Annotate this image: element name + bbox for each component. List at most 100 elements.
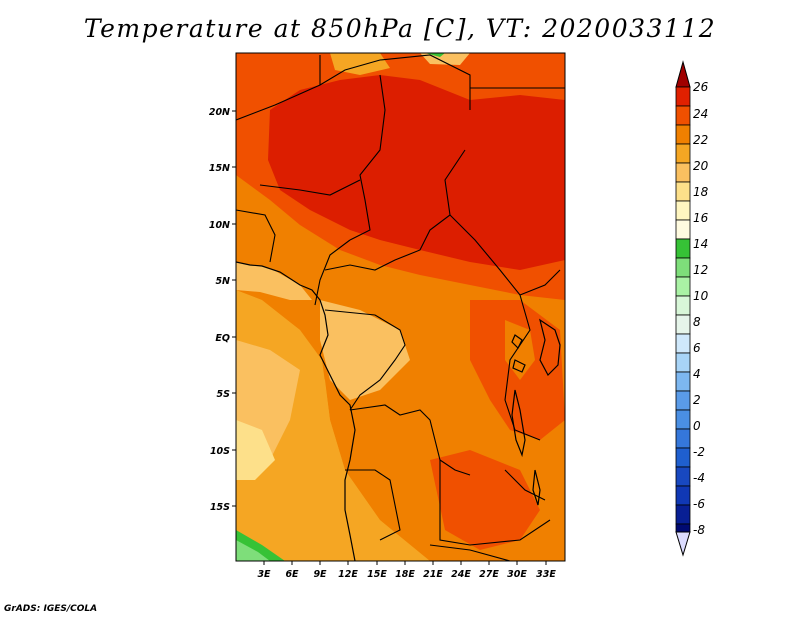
colorbar-swatch — [675, 200, 691, 221]
lake-victoria — [539, 318, 561, 376]
field-lakes — [505, 320, 535, 380]
colorbar-swatch — [675, 162, 691, 183]
colorbar-swatch — [675, 257, 691, 278]
colorbar-label: 16 — [693, 211, 709, 225]
lat-tick-label: 10N — [209, 220, 230, 231]
colorbar-label: 20 — [693, 159, 709, 173]
colorbar-swatch — [675, 105, 691, 126]
lat-tick-label: 20N — [209, 107, 230, 118]
colorbar-label: -4 — [693, 471, 705, 485]
field-10-12-corner — [236, 540, 270, 561]
colorbar-swatch — [675, 143, 691, 164]
lat-tick-label: 15S — [210, 502, 230, 513]
colorbar: 26 24 22 20 18 16 14 12 10 8 6 4 2 0 -2 … — [675, 60, 709, 557]
colorbar-label: 8 — [693, 315, 701, 329]
colorbar-label: -6 — [693, 497, 705, 511]
colorbar-swatch — [675, 390, 691, 411]
chart-title: Temperature at 850hPa [C], VT: 202003311… — [83, 14, 717, 43]
border-drc-east — [504, 294, 541, 441]
colorbar-label: 10 — [693, 289, 709, 303]
lon-tick-label: 21E — [423, 569, 443, 580]
lat-tick-label: 15N — [209, 163, 230, 174]
grads-credit: GrADS: IGES/COLA — [4, 604, 98, 614]
field-22-24-south — [430, 450, 540, 550]
colorbar-swatch — [675, 371, 691, 392]
temperature-field — [236, 53, 565, 561]
lon-tick-label: 12E — [338, 569, 358, 580]
border-zambia — [439, 460, 551, 546]
colorbar-swatch — [675, 352, 691, 373]
colorbar-top-arrow — [675, 60, 691, 88]
lake-albert — [511, 334, 523, 350]
border-angola-south — [345, 469, 401, 541]
colorbar-swatch — [675, 333, 691, 354]
border-cameroon — [314, 239, 351, 306]
field-16-18-congo — [320, 300, 410, 400]
coastlines — [236, 261, 561, 561]
border-chad-west — [349, 74, 386, 241]
colorbar-label: 12 — [693, 263, 708, 277]
lon-tick-label: 18E — [395, 569, 415, 580]
field-14-16-ocean — [236, 420, 275, 480]
border-car-north — [324, 149, 466, 271]
colorbar-label: -2 — [693, 445, 705, 459]
field-12-14-north — [425, 53, 445, 57]
lat-tick-label: EQ — [215, 333, 230, 344]
country-borders — [236, 54, 565, 561]
colorbar-bottom-arrow — [675, 531, 691, 557]
colorbar-swatch — [675, 504, 691, 525]
map-frame — [235, 52, 566, 562]
colorbar-swatch — [675, 409, 691, 430]
colorbar-swatch — [675, 219, 691, 240]
colorbar-swatch — [675, 485, 691, 506]
border-nigeria-north — [259, 179, 361, 196]
colorbar-swatch — [675, 466, 691, 487]
lon-tick-label: 24E — [451, 569, 471, 580]
lake-malawi — [532, 469, 541, 506]
lon-tick-label: 33E — [536, 569, 556, 580]
colorbar-label: 0 — [693, 419, 701, 433]
colorbar-swatch — [675, 86, 691, 107]
colorbar-label: 14 — [693, 237, 708, 251]
colorbar-label: 2 — [693, 393, 701, 407]
lake-kivu — [512, 359, 526, 373]
border-benin — [236, 209, 276, 263]
colorbar-swatch — [675, 314, 691, 335]
colorbar-swatch — [675, 238, 691, 259]
colorbar-label: -8 — [693, 523, 705, 537]
colorbar-label: 26 — [693, 80, 709, 94]
lat-tick-label: 10S — [210, 446, 230, 457]
lat-tick-label: 5N — [215, 276, 230, 287]
colorbar-swatch — [675, 181, 691, 202]
lon-tick-label: 30E — [507, 569, 527, 580]
colorbar-label: 18 — [693, 185, 709, 199]
lon-tick-label: 15E — [367, 569, 387, 580]
axis-tick-marks — [232, 110, 547, 565]
colorbar-label: 24 — [693, 107, 708, 121]
border-congo — [324, 309, 406, 411]
field-16-18-coast — [236, 262, 312, 300]
lon-tick-label: 27E — [479, 569, 499, 580]
colorbar-swatch — [675, 124, 691, 145]
border-sahara-north — [236, 54, 471, 121]
colorbar-swatch — [675, 428, 691, 449]
colorbar-swatch — [675, 447, 691, 468]
lon-tick-label: 3E — [257, 569, 271, 580]
lon-tick-label: 6E — [285, 569, 299, 580]
border-malawi — [504, 469, 546, 501]
field-24-26 — [268, 75, 565, 270]
border-south-sudan — [449, 214, 561, 296]
lat-tick-label: 5S — [217, 389, 231, 400]
lake-tanganyika — [511, 389, 526, 458]
colorbar-label: 22 — [693, 133, 708, 147]
colorbar-swatch — [675, 523, 691, 533]
lon-tick-label: 9E — [313, 569, 327, 580]
border-zimbabwe — [429, 544, 511, 561]
colorbar-label: 4 — [693, 367, 701, 381]
atlantic-coastline — [236, 261, 356, 561]
colorbar-swatch — [675, 276, 691, 297]
colorbar-swatch — [675, 295, 691, 316]
colorbar-label: 6 — [693, 341, 701, 355]
border-angola-north — [349, 404, 471, 476]
